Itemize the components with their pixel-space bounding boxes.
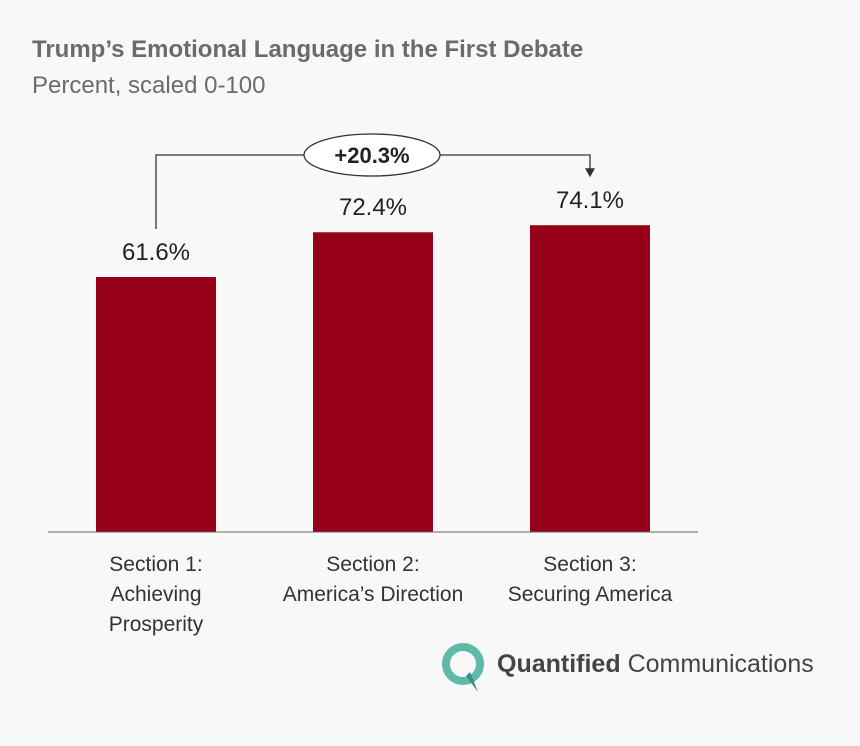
brand-rest: Communications (627, 650, 814, 678)
brand-bold: Quantified (497, 650, 621, 678)
bar (313, 232, 433, 533)
x-tick-label: Section 2: America’s Direction (282, 553, 464, 606)
brand: Quantified Communications (497, 650, 814, 679)
chart-subtitle: Percent, scaled 0-100 (32, 72, 266, 99)
bar (530, 225, 650, 532)
chart-title: Trump’s Emotional Language in the First … (32, 36, 584, 63)
bar (96, 276, 216, 532)
x-tick-label: Section 1: Achieving Prosperity (108, 553, 204, 636)
value-label: 74.1% (555, 187, 625, 215)
annotation: +20.3% (334, 143, 409, 168)
annotation-bubble (303, 133, 441, 177)
value-label: 72.4% (338, 194, 408, 222)
x-tick-label: Section 3: Securing America (507, 553, 673, 606)
logo-icon (442, 643, 484, 692)
value-label: 61.6% (121, 238, 191, 266)
arrow-head (585, 168, 595, 178)
